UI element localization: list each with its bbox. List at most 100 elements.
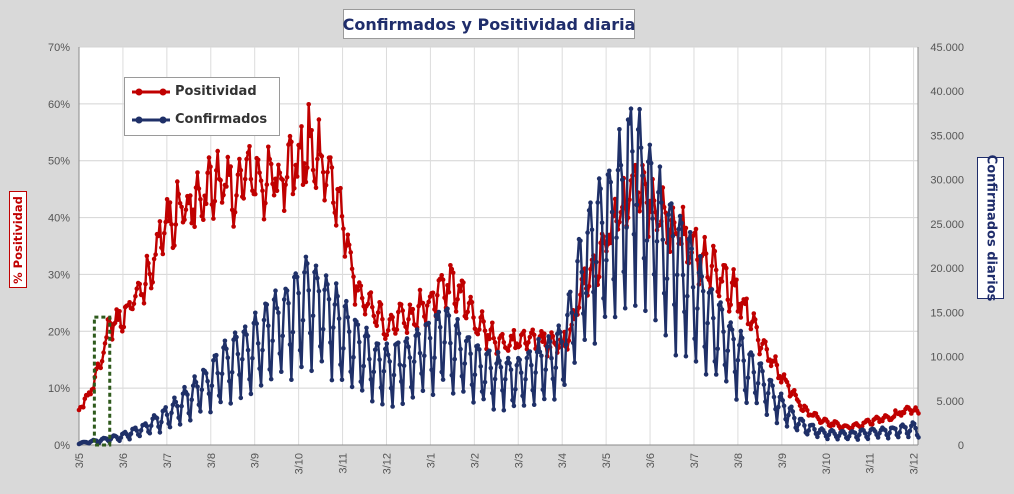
- data-point: [430, 392, 436, 398]
- data-point: [205, 379, 210, 384]
- data-point: [299, 124, 304, 129]
- data-point: [241, 196, 246, 201]
- data-point: [271, 192, 277, 198]
- data-point: [157, 219, 163, 224]
- data-point: [104, 335, 109, 340]
- data-point: [162, 231, 167, 236]
- data-point: [312, 269, 317, 275]
- data-point: [320, 326, 326, 332]
- y-left-tick-label: 10%: [48, 383, 70, 395]
- data-point: [203, 201, 209, 207]
- data-point: [422, 353, 427, 359]
- data-point: [774, 362, 780, 368]
- data-point: [422, 314, 427, 319]
- data-point: [229, 369, 235, 375]
- data-point: [284, 175, 290, 180]
- data-point: [537, 349, 543, 355]
- data-point: [354, 284, 359, 289]
- data-point: [215, 370, 220, 376]
- data-point: [500, 388, 505, 393]
- data-point: [355, 322, 361, 328]
- data-point: [315, 156, 320, 162]
- x-tick-label: 3/7: [689, 453, 701, 468]
- x-tick-label: 3/5: [601, 453, 613, 468]
- data-point: [546, 334, 551, 339]
- data-point: [630, 149, 635, 154]
- data-point: [764, 346, 770, 352]
- data-point: [398, 379, 404, 384]
- data-point: [358, 379, 364, 384]
- data-point: [562, 382, 567, 388]
- data-point: [286, 300, 291, 306]
- data-point: [302, 161, 307, 166]
- data-point: [242, 324, 248, 330]
- data-point: [371, 313, 377, 319]
- data-point: [419, 371, 424, 376]
- data-point: [336, 316, 342, 321]
- y-right-tick-label: 10.000: [930, 352, 964, 364]
- data-point: [825, 436, 830, 442]
- data-point: [448, 340, 453, 346]
- data-point: [331, 325, 336, 330]
- data-point: [445, 306, 450, 312]
- data-point: [186, 200, 192, 206]
- data-point: [657, 164, 663, 169]
- data-point: [192, 374, 197, 379]
- data-point: [237, 156, 242, 162]
- data-point: [245, 150, 251, 155]
- data-point: [102, 341, 108, 346]
- data-point: [518, 370, 524, 376]
- data-point: [822, 430, 827, 436]
- data-point: [240, 357, 245, 362]
- data-point: [475, 331, 481, 337]
- data-point: [500, 331, 505, 337]
- data-point: [166, 218, 171, 224]
- data-point: [172, 243, 177, 248]
- x-tick-label: 3/11: [338, 453, 350, 474]
- data-point: [297, 145, 303, 150]
- data-point: [683, 353, 689, 359]
- data-point: [417, 350, 423, 356]
- data-point: [702, 344, 707, 349]
- data-point: [182, 384, 187, 390]
- data-point: [792, 388, 797, 393]
- data-point: [581, 311, 586, 316]
- data-point: [778, 380, 784, 385]
- data-point: [224, 184, 229, 189]
- data-point: [156, 424, 161, 429]
- data-point: [620, 177, 625, 183]
- data-point: [722, 362, 728, 368]
- data-point: [505, 355, 511, 361]
- data-point: [228, 164, 233, 169]
- data-point: [728, 302, 733, 308]
- data-point: [137, 281, 142, 287]
- data-point: [592, 341, 598, 346]
- data-point: [198, 409, 203, 414]
- data-point: [307, 330, 313, 336]
- data-point: [411, 359, 417, 364]
- data-point: [292, 185, 297, 191]
- data-point: [846, 434, 852, 439]
- data-point: [273, 176, 278, 182]
- data-point: [786, 383, 791, 388]
- data-point: [82, 396, 88, 402]
- x-tick-label: 3/9: [250, 453, 262, 468]
- data-point: [146, 260, 151, 266]
- data-point: [309, 128, 314, 133]
- data-point: [578, 238, 583, 244]
- data-point: [261, 317, 267, 323]
- data-point: [784, 424, 790, 429]
- data-point: [641, 255, 647, 261]
- data-point: [608, 179, 613, 185]
- data-point: [374, 323, 380, 329]
- data-point: [461, 389, 466, 394]
- y-left-tick-label: 40%: [48, 213, 70, 225]
- data-point: [702, 234, 707, 240]
- data-point: [893, 426, 898, 432]
- data-point: [120, 329, 125, 334]
- data-point: [148, 423, 154, 429]
- data-point: [112, 320, 118, 326]
- data-point: [242, 176, 248, 182]
- data-point: [338, 362, 343, 367]
- data-point: [163, 405, 168, 410]
